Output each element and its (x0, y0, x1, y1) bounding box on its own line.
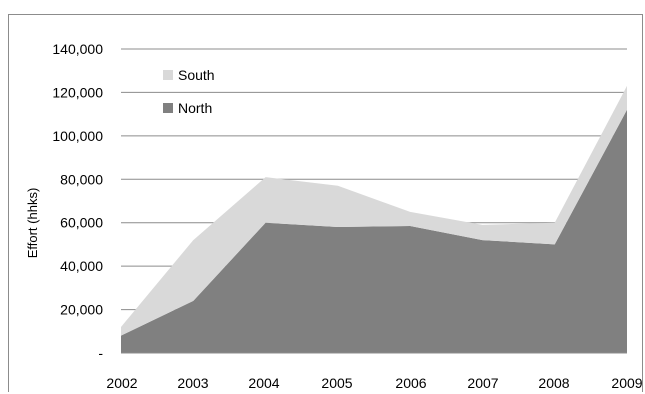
x-tick-label: 2006 (395, 375, 426, 391)
x-tick-label: 2007 (467, 375, 498, 391)
y-tick-label: 120,000 (52, 84, 103, 100)
x-tick-label: 2003 (177, 375, 208, 391)
legend-label: North (178, 100, 212, 116)
y-tick-label: 60,000 (60, 215, 103, 231)
x-tick-label: 2009 (611, 375, 642, 391)
chart-frame (8, 14, 643, 392)
area-series (121, 85, 627, 354)
x-tick-label: 2002 (106, 375, 137, 391)
x-tick-label: 2005 (321, 375, 352, 391)
legend-swatch (163, 103, 173, 113)
y-tick-label: 80,000 (60, 171, 103, 187)
y-tick-label: 40,000 (60, 258, 103, 274)
legend-item-north: North (163, 100, 212, 116)
x-tick-label: 2004 (248, 375, 279, 391)
y-tick-label: 20,000 (60, 302, 103, 318)
legend-swatch (163, 70, 173, 80)
legend-label: South (178, 67, 215, 83)
y-tick-label: 140,000 (52, 41, 103, 57)
legend: South North (163, 67, 215, 116)
area-series-north (121, 109, 627, 353)
area-series-south (121, 85, 627, 336)
y-axis-tick-labels: - 20,000 40,000 60,000 80,000 100,000 120,000 1… (52, 41, 103, 361)
y-tick-label: 100,000 (52, 128, 103, 144)
legend-item-south: South (163, 67, 215, 83)
x-tick-label: 2008 (538, 375, 569, 391)
y-axis-title: Effort (hhks) (25, 188, 40, 259)
y-tick-label: - (98, 345, 103, 361)
x-axis-tick-labels: 2002 2003 2004 2005 2006 2007 2008 2009 (106, 375, 642, 391)
